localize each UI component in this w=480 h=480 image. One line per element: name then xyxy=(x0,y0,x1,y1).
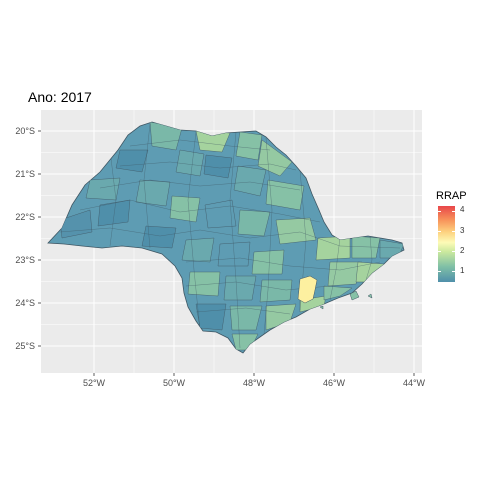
map-title: Ano: 2017 xyxy=(28,89,92,105)
x-tick-label: 44°W xyxy=(403,378,426,388)
legend-tick-label: 4 xyxy=(460,205,465,214)
legend-tick-mark xyxy=(438,231,455,232)
highlight-region xyxy=(297,275,318,304)
y-tick-label: 23°S xyxy=(15,255,35,265)
legend-title: RRAP xyxy=(436,190,467,202)
legend-tick-label: 1 xyxy=(460,266,465,275)
y-tick-label: 22°S xyxy=(15,212,35,222)
legend-tick-mark xyxy=(438,211,455,212)
y-tick-label: 25°S xyxy=(15,341,35,351)
y-tick-label: 21°S xyxy=(15,169,35,179)
legend-tick-mark xyxy=(438,251,455,252)
x-axis: 52°W 50°W 48°W 46°W 44°W xyxy=(83,373,426,388)
legend-tick-label: 3 xyxy=(460,226,465,235)
legend-colorbar xyxy=(438,206,455,282)
state-map xyxy=(47,121,405,354)
y-axis: 20°S 21°S 22°S 23°S 24°S 25°S xyxy=(15,126,41,351)
x-tick-label: 50°W xyxy=(163,378,186,388)
x-tick-label: 48°W xyxy=(243,378,266,388)
x-tick-label: 52°W xyxy=(83,378,106,388)
y-tick-label: 20°S xyxy=(15,126,35,136)
legend-tick-mark xyxy=(438,271,455,272)
y-tick-label: 24°S xyxy=(15,298,35,308)
municipality-regions xyxy=(59,122,404,351)
coastal-islands xyxy=(319,290,373,310)
x-tick-label: 46°W xyxy=(323,378,346,388)
legend-tick-label: 2 xyxy=(460,246,465,255)
